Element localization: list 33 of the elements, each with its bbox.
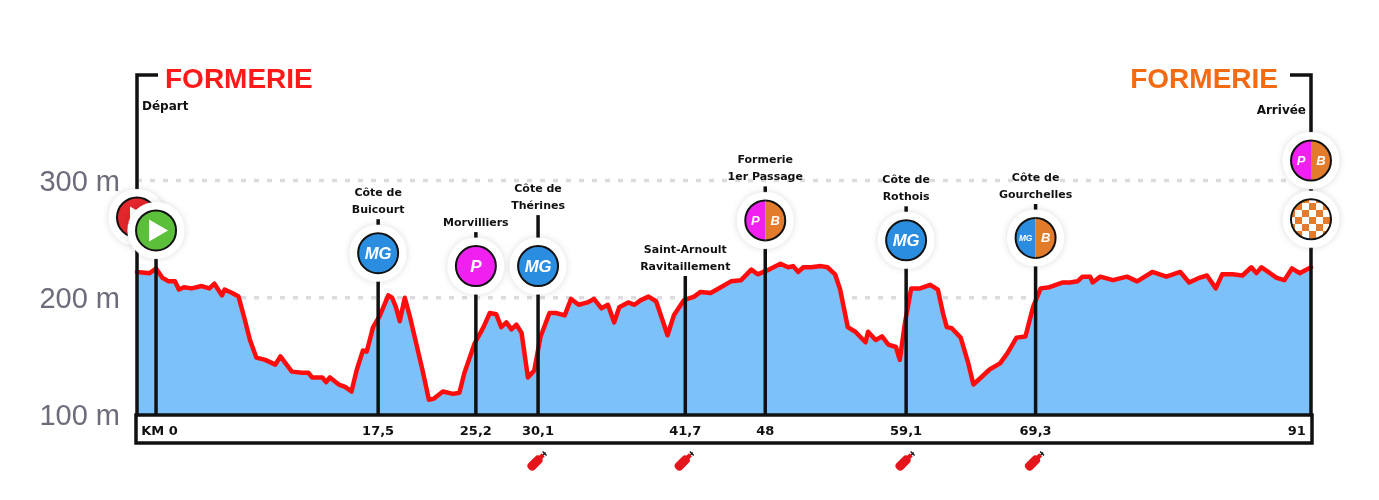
- x-tick-label: 91: [1287, 423, 1306, 438]
- x-tick-label: 30,1: [522, 423, 555, 438]
- x-tick-label: 69,3: [1019, 423, 1052, 438]
- ref-line-label: Départ: [142, 99, 189, 113]
- text: B: [1040, 230, 1051, 246]
- x-tick-label: 25,2: [459, 423, 492, 438]
- annotation: FORMERIE: [1130, 63, 1278, 94]
- x-tick-label: KM 0: [141, 423, 178, 438]
- y-tick-label: 100 m: [39, 399, 120, 431]
- ref-line-label: Côte de Gourchelles: [998, 170, 1073, 201]
- text: MG: [364, 243, 392, 263]
- text: MG: [524, 256, 552, 276]
- series-label: MG: [1018, 232, 1033, 243]
- ref-line-label: Côte de Buicourt: [351, 186, 405, 217]
- ref-line-label: Arrivée: [1256, 103, 1306, 117]
- series-label: B: [1316, 153, 1326, 169]
- y-tick-label: 200 m: [39, 281, 120, 314]
- text: B: [770, 212, 780, 228]
- annotation: FORMERIE: [165, 63, 313, 94]
- ref-line-label: Côte de Thérines: [511, 182, 566, 213]
- ref-line-label: Saint-Arnoult Ravitaillement: [640, 242, 731, 273]
- x-tick-label: 17,5: [362, 423, 395, 438]
- y-tick-label: 300 m: [39, 164, 120, 197]
- x-tick-label: 48: [756, 423, 775, 438]
- text: MG: [892, 230, 920, 250]
- series-label: P: [750, 212, 760, 228]
- ref-line-label: Morvilliers: [443, 216, 510, 230]
- x-tick-label: 41,7: [669, 423, 702, 438]
- x-tick-label: 59,1: [890, 423, 923, 438]
- ref-line-label: Côte de Rothois: [882, 173, 931, 204]
- text: P: [470, 256, 482, 276]
- ref-line-label: Formerie 1er Passage: [727, 153, 803, 184]
- text: P: [1296, 153, 1306, 169]
